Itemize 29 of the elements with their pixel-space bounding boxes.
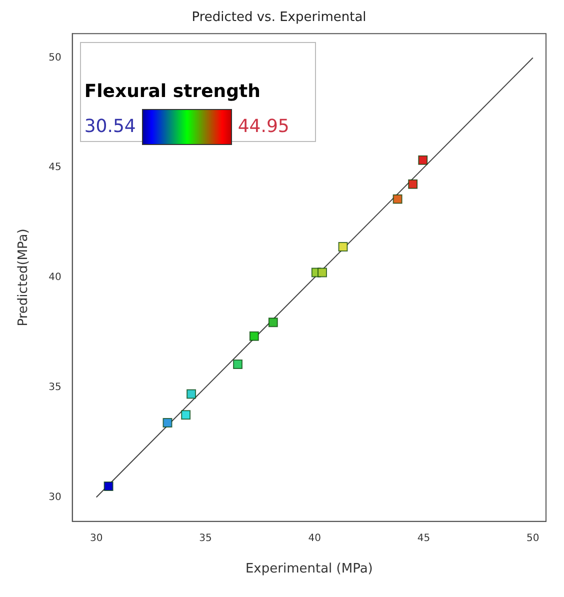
color-bar-title: Flexural strength — [84, 80, 260, 102]
x-tick-label: 50 — [526, 532, 540, 544]
y-tick-label: 45 — [48, 162, 62, 174]
x-tick-label: 40 — [308, 532, 321, 544]
y-axis-title: Predicted(MPa) — [16, 228, 32, 326]
y-tick-label: 40 — [48, 272, 62, 284]
annotation: 30.54 — [84, 116, 136, 138]
y-tick-label: 50 — [48, 52, 62, 64]
point — [318, 268, 327, 278]
legend-panel: Flexural strength 30.54 44.95 — [80, 42, 316, 142]
point — [268, 318, 278, 328]
x-tick-label: 30 — [90, 532, 103, 544]
point — [162, 418, 172, 428]
point — [418, 155, 428, 165]
point — [392, 194, 402, 204]
annotation: 44.95 — [238, 116, 290, 138]
point — [233, 360, 243, 370]
point — [249, 331, 259, 341]
x-tick-label: 45 — [417, 532, 430, 544]
chart-title: Predicted vs. Experimental — [192, 10, 366, 26]
point — [408, 179, 418, 189]
point — [186, 389, 196, 399]
point — [181, 410, 191, 420]
x-axis-title: Experimental (MPa) — [245, 562, 373, 577]
point — [104, 482, 114, 491]
x-tick-label: 35 — [199, 532, 212, 544]
y-tick-label: 35 — [48, 382, 62, 393]
y-tick-label: 30 — [48, 492, 62, 503]
point — [338, 242, 348, 252]
